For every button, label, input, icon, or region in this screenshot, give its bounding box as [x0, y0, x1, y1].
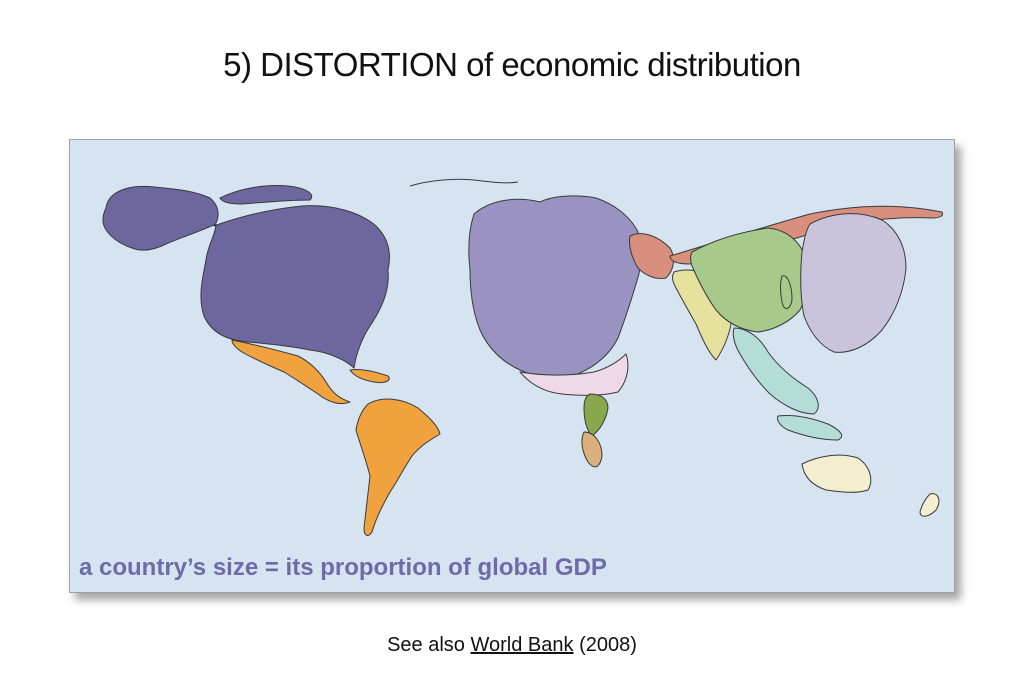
region-greenland	[409, 178, 519, 187]
region-north-africa	[519, 353, 629, 396]
region-arctic-islands	[219, 185, 313, 205]
region-europe	[468, 195, 643, 378]
footer-suffix: (2008)	[579, 634, 637, 656]
region-indonesia	[777, 415, 843, 441]
region-australia	[801, 454, 872, 493]
region-sub-saharan-africa	[583, 393, 609, 437]
world-bank-link[interactable]: World Bank	[470, 634, 574, 656]
footer-prefix: See also	[387, 634, 465, 656]
world-cartogram	[102, 178, 943, 536]
region-japan	[800, 213, 907, 353]
region-middle-east	[629, 233, 674, 279]
region-new-zealand	[919, 493, 940, 517]
slide-title: 5) DISTORTION of economic distribution	[223, 46, 801, 83]
region-china	[690, 227, 809, 333]
cartogram-map: a country’s size = its proportion of glo…	[69, 139, 955, 593]
region-caribbean	[349, 369, 390, 383]
region-south-america	[355, 398, 441, 536]
region-north-america	[102, 185, 390, 369]
region-south-africa	[581, 431, 603, 468]
region-mexico	[231, 339, 351, 405]
footer-citation: See also World Bank (2008)	[0, 634, 1024, 657]
region-korea	[780, 275, 793, 309]
region-southeast-asia	[732, 327, 819, 415]
map-caption: a country’s size = its proportion of glo…	[79, 554, 607, 581]
